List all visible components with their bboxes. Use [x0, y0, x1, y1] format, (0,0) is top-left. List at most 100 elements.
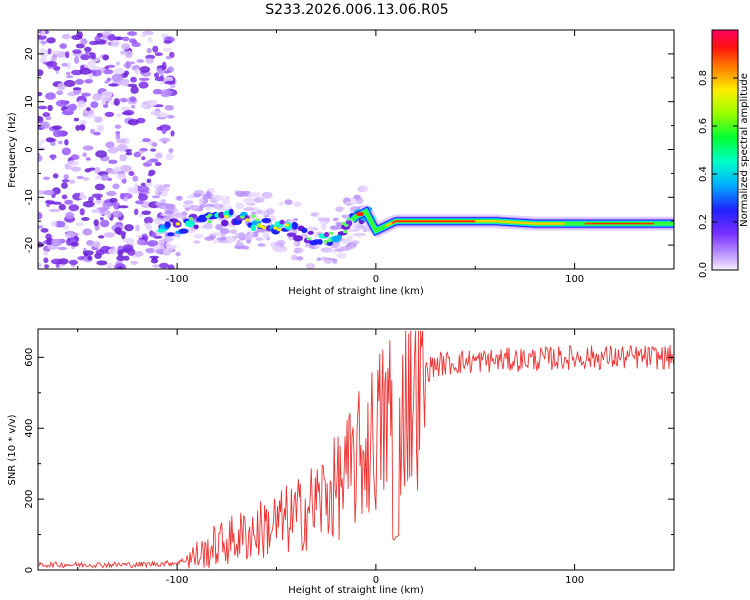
ridge-halo-blob	[165, 241, 171, 248]
ridge-halo-blob	[317, 217, 327, 222]
noise-blob	[45, 116, 52, 121]
noise-blob	[166, 115, 175, 119]
ridge-layer-red	[391, 220, 476, 225]
x-tick-label: -100	[166, 575, 189, 586]
noise-blob	[122, 36, 130, 42]
ridge-blob	[323, 232, 330, 237]
colorbar-tick-label: 0.6	[698, 118, 709, 134]
noise-blob	[94, 36, 101, 42]
ridge-blob	[317, 239, 323, 245]
noise-blob	[120, 78, 130, 87]
noise-blob	[163, 184, 171, 188]
ridge-halo-blob	[262, 232, 270, 240]
noise-blob	[50, 50, 62, 55]
noise-blob	[146, 160, 153, 165]
ridge-halo-blob	[217, 208, 228, 212]
snr-marks	[38, 330, 674, 569]
noise-blob	[52, 173, 59, 179]
noise-blob	[117, 205, 129, 209]
noise-blob	[114, 227, 122, 235]
ridge-halo-blob	[358, 185, 369, 193]
ridge-hot-spot	[188, 217, 194, 221]
ridge-blob	[184, 220, 195, 228]
ridge-halo-blob	[236, 232, 245, 239]
noise-blob	[55, 99, 68, 107]
noise-blob	[38, 142, 42, 147]
y-tick-label: -10	[24, 189, 35, 205]
noise-blob	[122, 244, 134, 251]
noise-blob	[145, 248, 155, 254]
ridge-halo-blob	[153, 217, 163, 224]
noise-blob	[81, 92, 91, 97]
noise-blob	[121, 43, 131, 50]
noise-blob	[86, 107, 91, 112]
noise-blob	[104, 111, 115, 118]
noise-blob	[66, 61, 72, 70]
ridge-blob	[307, 230, 314, 235]
noise-blob	[46, 61, 58, 68]
noise-blob	[117, 249, 124, 257]
ridge-hot-spot	[341, 221, 346, 225]
ridge-hot-spot	[175, 222, 181, 226]
ridge-hot-spot	[254, 218, 260, 222]
noise-blob	[163, 70, 170, 74]
noise-blob	[160, 199, 167, 203]
noise-blob	[76, 175, 84, 180]
noise-blob	[38, 211, 43, 220]
noise-blob	[89, 66, 102, 71]
x-tick-label: 0	[373, 274, 379, 285]
noise-blob	[65, 51, 70, 59]
noise-blob	[90, 128, 95, 134]
ridge-halo-blob	[293, 201, 302, 207]
ridge-blob	[293, 235, 303, 242]
ridge-halo-blob	[211, 232, 222, 237]
noise-blob	[106, 210, 112, 219]
ridge-hot-spot	[259, 224, 264, 228]
ridge-halo-blob	[183, 200, 194, 205]
colorbar-gradient	[711, 29, 739, 271]
ridge-halo-blob	[300, 233, 309, 238]
ridge-blob	[250, 224, 257, 232]
ridge-halo-blob	[293, 241, 299, 246]
noise-blob	[57, 82, 66, 91]
ridge-halo-blob	[353, 194, 361, 200]
noise-blob	[57, 246, 68, 251]
noise-blob	[112, 183, 120, 190]
noise-blob	[139, 66, 151, 73]
noise-blob	[94, 183, 105, 191]
noise-blob	[103, 232, 115, 238]
noise-blob	[43, 257, 49, 264]
ridge-halo-blob	[268, 215, 276, 220]
noise-blob	[121, 111, 132, 116]
ridge-halo-blob	[216, 237, 227, 241]
noise-blob	[84, 79, 93, 84]
noise-blob	[152, 257, 158, 261]
noise-blob	[145, 58, 154, 64]
ridge-blob	[301, 227, 308, 233]
noise-blob	[64, 231, 76, 239]
noise-blob	[151, 232, 157, 238]
noise-blob	[142, 138, 151, 142]
colorbar-tick-label: 0.2	[698, 214, 709, 230]
noise-blob	[50, 221, 57, 227]
noise-blob	[54, 220, 66, 228]
noise-blob	[100, 174, 109, 181]
noise-blob	[167, 264, 175, 269]
x-tick-label: 100	[565, 575, 584, 586]
noise-blob	[68, 103, 77, 112]
noise-blob	[90, 101, 99, 109]
ridge-halo-blob	[219, 228, 230, 235]
snr-series-line	[38, 330, 674, 569]
noise-blob	[75, 124, 81, 131]
noise-blob	[38, 69, 44, 77]
noise-blob	[107, 146, 119, 154]
noise-blob	[164, 80, 176, 85]
noise-blob	[161, 61, 167, 70]
noise-blob	[99, 217, 104, 221]
noise-blob	[147, 173, 154, 177]
noise-blob	[161, 128, 167, 135]
noise-blob	[114, 166, 121, 172]
noise-blob	[70, 154, 80, 160]
noise-blob	[92, 209, 100, 213]
